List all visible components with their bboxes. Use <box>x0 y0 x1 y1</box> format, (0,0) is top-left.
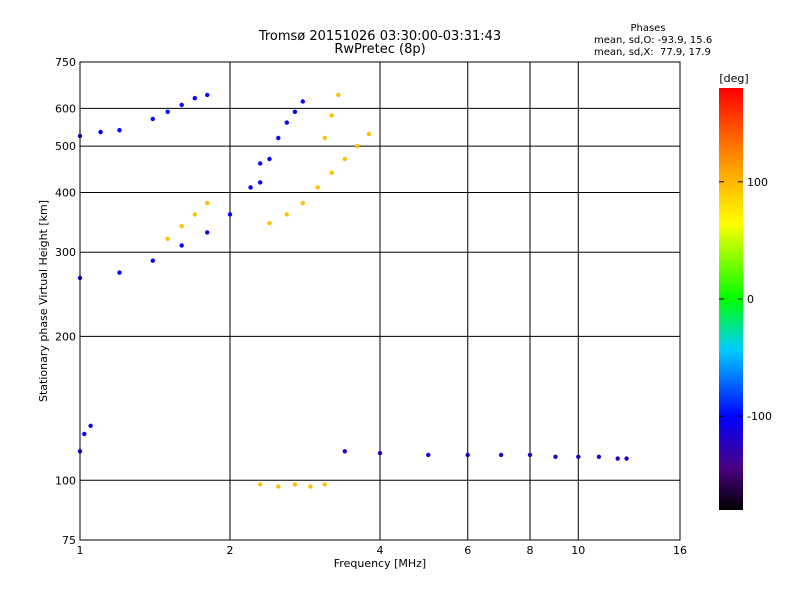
y-tick-label: 400 <box>55 186 76 199</box>
data-point <box>322 135 327 141</box>
info-o-stats: mean, sd,O: -93.9, 15.6 <box>594 35 712 46</box>
data-point <box>258 161 263 166</box>
y-tick-label: 750 <box>55 56 76 69</box>
data-point <box>179 224 184 229</box>
data-point <box>179 102 184 108</box>
data-point <box>576 454 581 459</box>
data-point <box>267 221 272 226</box>
data-point <box>179 243 184 248</box>
y-axis-label: Stationary phase Virtual Height [km] <box>37 200 50 402</box>
data-point <box>227 212 233 217</box>
grid <box>80 62 680 540</box>
data-point <box>342 449 347 454</box>
y-tick-labels: 75 100 200 300 400 500 600 750 <box>55 56 76 547</box>
info-x-stats: mean, sd,X: 77.9, 17.9 <box>594 47 711 58</box>
y-tick-label: 100 <box>55 474 76 487</box>
data-point <box>355 144 360 149</box>
colorbar-tick-label: -100 <box>747 410 772 423</box>
data-point <box>267 156 272 162</box>
data-point <box>553 454 558 459</box>
data-point <box>258 482 263 487</box>
data-point <box>284 120 289 125</box>
data-point <box>192 96 197 101</box>
data-point <box>165 236 170 241</box>
data-point <box>248 185 253 190</box>
data-point <box>336 92 341 98</box>
data-point <box>88 423 93 428</box>
data-point <box>205 92 210 98</box>
y-tick-label: 75 <box>62 534 76 547</box>
data-point <box>284 212 289 217</box>
y-tick-label: 600 <box>55 102 76 115</box>
x-tick-label: 10 <box>571 544 585 557</box>
data-point <box>117 270 122 275</box>
x-tick-labels: 1 2 4 6 8 10 16 <box>77 544 688 557</box>
data-point <box>426 452 431 458</box>
data-point <box>377 450 383 456</box>
y-tick-label: 500 <box>55 140 76 153</box>
x-tick-label: 6 <box>464 544 471 557</box>
x-axis-label: Frequency [MHz] <box>334 557 426 570</box>
data-point <box>165 109 170 115</box>
x-tick-label: 16 <box>673 544 687 557</box>
data-point <box>82 431 87 437</box>
data-point <box>366 131 372 137</box>
data-point <box>624 456 629 461</box>
data-point <box>258 180 263 185</box>
x-tick-label: 2 <box>227 544 234 557</box>
data-point <box>292 109 298 115</box>
data-point <box>205 230 210 235</box>
chart-title: Tromsø 20151026 03:30:00-03:31:43 <box>258 29 501 44</box>
data-point <box>315 185 320 190</box>
data-point <box>342 156 347 162</box>
data-point <box>596 454 602 459</box>
data-point <box>329 113 334 118</box>
plot-frame <box>79 61 681 541</box>
data-point <box>276 135 281 141</box>
data-points <box>77 92 629 489</box>
colorbar-tick-label: 0 <box>747 293 754 306</box>
data-point <box>329 170 334 175</box>
colorbar-tick-labels: 100 0 -100 <box>719 176 772 423</box>
x-tick-label: 1 <box>77 544 84 557</box>
x-tick-label: 4 <box>377 544 384 557</box>
colorbar-unit-label: [deg] <box>719 72 748 85</box>
data-point <box>276 484 281 489</box>
data-point <box>322 482 327 487</box>
colorbar-tick-label: 100 <box>747 176 768 189</box>
chart-subtitle: RwPretec (8p) <box>334 42 425 57</box>
data-point <box>150 116 155 122</box>
data-point <box>527 452 533 458</box>
data-point <box>308 484 313 489</box>
data-point <box>205 200 210 206</box>
data-point <box>498 452 504 458</box>
data-point <box>300 200 305 206</box>
y-tick-label: 200 <box>55 330 76 343</box>
data-point <box>98 129 103 135</box>
data-point <box>150 258 155 263</box>
data-point <box>465 452 470 458</box>
colorbar: [deg] 100 0 -100 <box>719 72 772 510</box>
data-point <box>615 456 620 461</box>
x-tick-label: 8 <box>527 544 534 557</box>
data-point <box>192 212 197 217</box>
data-point <box>292 482 298 487</box>
y-tick-label: 300 <box>55 246 76 259</box>
info-heading: Phases <box>630 23 665 34</box>
data-point <box>117 128 122 133</box>
data-point <box>300 99 305 104</box>
